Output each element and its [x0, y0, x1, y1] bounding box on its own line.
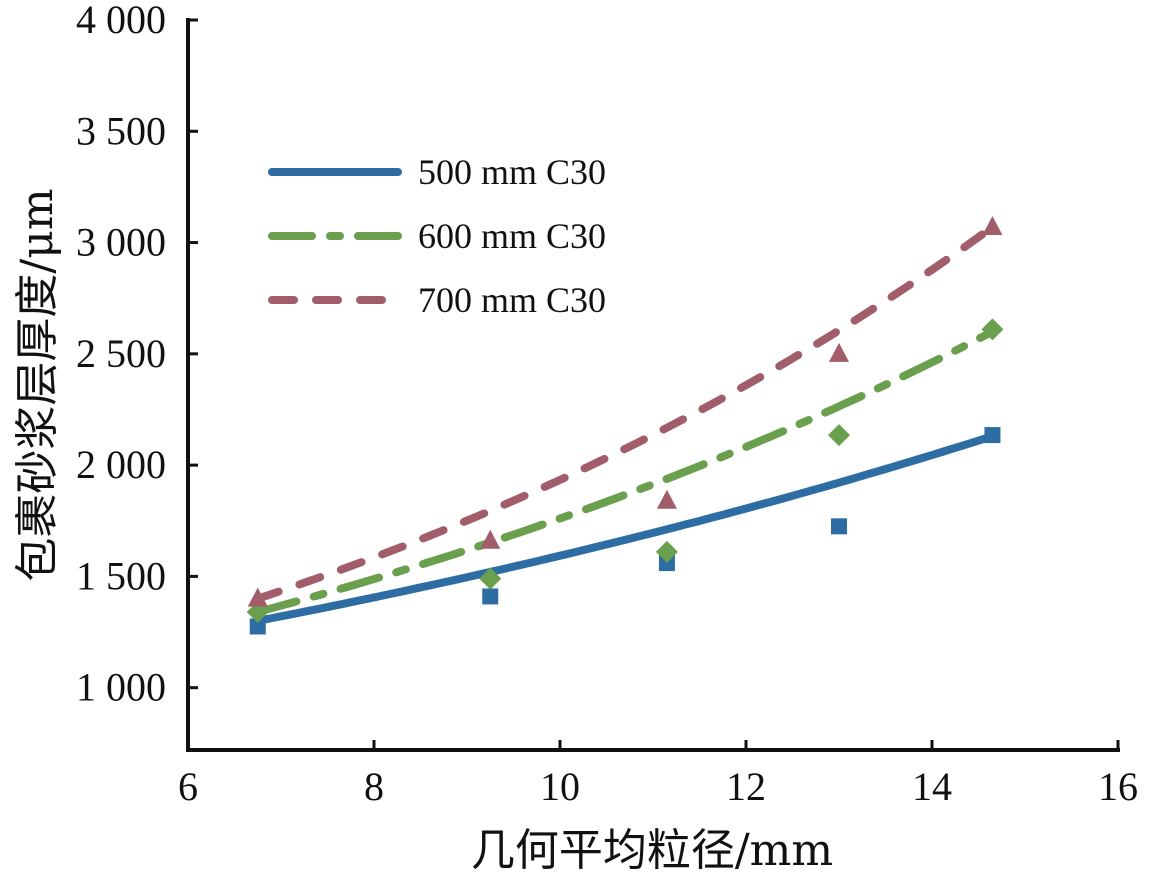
data-point: [831, 518, 847, 535]
data-point: [981, 318, 1004, 341]
y-tick-label: 3 000: [76, 220, 166, 265]
series-600-mm-c30: [246, 318, 1004, 624]
x-tick-label: 10: [540, 764, 580, 809]
series-500-mm-c30: [249, 427, 1001, 635]
y-tick-label: 2 500: [76, 331, 166, 376]
data-point: [656, 489, 677, 509]
data-point: [479, 567, 502, 590]
y-axis-label: 包裹砂浆层厚度/μm: [12, 188, 63, 581]
legend: 500 mm C30 600 mm C30 700 mm C30: [268, 152, 606, 320]
series-group: [246, 215, 1004, 635]
y-tick-label: 1 500: [76, 553, 166, 598]
data-point: [480, 529, 501, 549]
data-point: [247, 587, 268, 607]
y-tick-label: 2 000: [76, 442, 166, 487]
legend-label: 600 mm C30: [418, 216, 606, 256]
fit-line: [253, 327, 997, 616]
x-tick-label: 16: [1098, 764, 1138, 809]
fit-line: [253, 223, 997, 603]
legend-label: 700 mm C30: [418, 280, 606, 320]
data-point: [829, 342, 849, 362]
y-tick-label: 1 000: [76, 665, 166, 710]
x-tick-label: 6: [178, 764, 198, 809]
data-point: [828, 424, 850, 447]
x-tick-label: 14: [912, 764, 952, 809]
data-point: [984, 427, 1001, 444]
x-tick-label: 8: [364, 764, 384, 809]
data-point: [982, 215, 1003, 235]
y-tick-label: 3 500: [76, 108, 166, 153]
fit-line: [253, 432, 997, 625]
axes: 6 8 10 12 14 16 1 000 1 500 2 000 2 500 3 000 3 500…: [76, 0, 1138, 809]
legend-label: 500 mm C30: [418, 152, 606, 192]
data-point: [655, 540, 678, 563]
series-700-mm-c30: [247, 215, 1003, 607]
data-point: [658, 555, 675, 572]
data-point: [249, 618, 266, 635]
x-axis-label: 几何平均粒径/mm: [471, 825, 833, 876]
data-point: [482, 588, 499, 605]
y-tick-label: 4 000: [76, 0, 166, 42]
x-tick-label: 12: [726, 764, 766, 809]
